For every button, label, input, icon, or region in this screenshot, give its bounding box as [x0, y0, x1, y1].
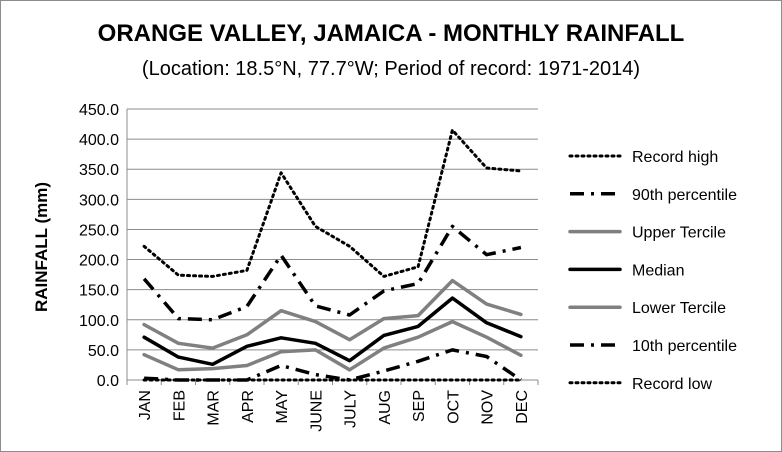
- legend-label-10th-percentile: 10th percentile: [632, 338, 737, 355]
- x-tick-label: OCT: [445, 390, 462, 424]
- axes: 0.0 50.0 100.0 150.0 200.0 250.0 300.0 350.0 400…: [79, 102, 539, 432]
- x-tick-label: MAR: [206, 390, 223, 426]
- legend-label-lower-tercile: Lower Tercile: [632, 300, 726, 317]
- series-line-lower-tercile: [142, 319, 523, 372]
- x-tick-label: DEC: [514, 390, 531, 424]
- x-tick-label: FEB: [171, 390, 188, 421]
- y-tick-label: 50.0: [88, 343, 119, 360]
- legend-label-record-high: Record high: [632, 149, 718, 166]
- x-tick-label: JULY: [343, 390, 360, 428]
- x-tick-label: APR: [240, 390, 257, 423]
- y-axis-label: RAINFALL (mm): [32, 182, 51, 312]
- y-tick-label: 450.0: [79, 102, 119, 119]
- y-tick-label: 100.0: [79, 313, 119, 330]
- x-tick-label: JUNE: [308, 390, 325, 432]
- legend-label-median: Median: [632, 262, 684, 279]
- x-tick-label: JAN: [137, 390, 154, 420]
- series-line-median: [142, 296, 523, 367]
- legend-label-upper-tercile: Upper Tercile: [632, 225, 726, 242]
- y-tick-label: 400.0: [79, 132, 119, 149]
- y-tick-label: 0.0: [97, 373, 119, 390]
- series-line-10th-percentile: [144, 348, 522, 382]
- series-lines: [142, 128, 523, 382]
- legend: Record high 90th percentile Upper Tercile M…: [568, 149, 737, 393]
- x-tick-label: SEP: [411, 390, 428, 422]
- chart-subtitle: (Location: 18.5°N, 77.7°W; Period of rec…: [141, 58, 641, 80]
- legend-label-90th-percentile: 90th percentile: [632, 187, 737, 204]
- x-tick-label: MAY: [274, 390, 291, 424]
- legend-label-record-low: Record low: [632, 376, 712, 393]
- x-tick-label: NOV: [480, 390, 497, 425]
- y-tick-label: 300.0: [79, 192, 119, 209]
- x-tick-label: AUG: [377, 390, 394, 425]
- y-tick-label: 250.0: [79, 222, 119, 239]
- y-tick-label: 200.0: [79, 253, 119, 270]
- chart-title: ORANGE VALLEY, JAMAICA - MONTHLY RAINFAL…: [97, 20, 685, 47]
- series-line-record-high: [142, 128, 523, 278]
- series-line-upper-tercile: [142, 278, 523, 350]
- y-tick-label: 350.0: [79, 162, 119, 179]
- y-tick-label: 150.0: [79, 283, 119, 300]
